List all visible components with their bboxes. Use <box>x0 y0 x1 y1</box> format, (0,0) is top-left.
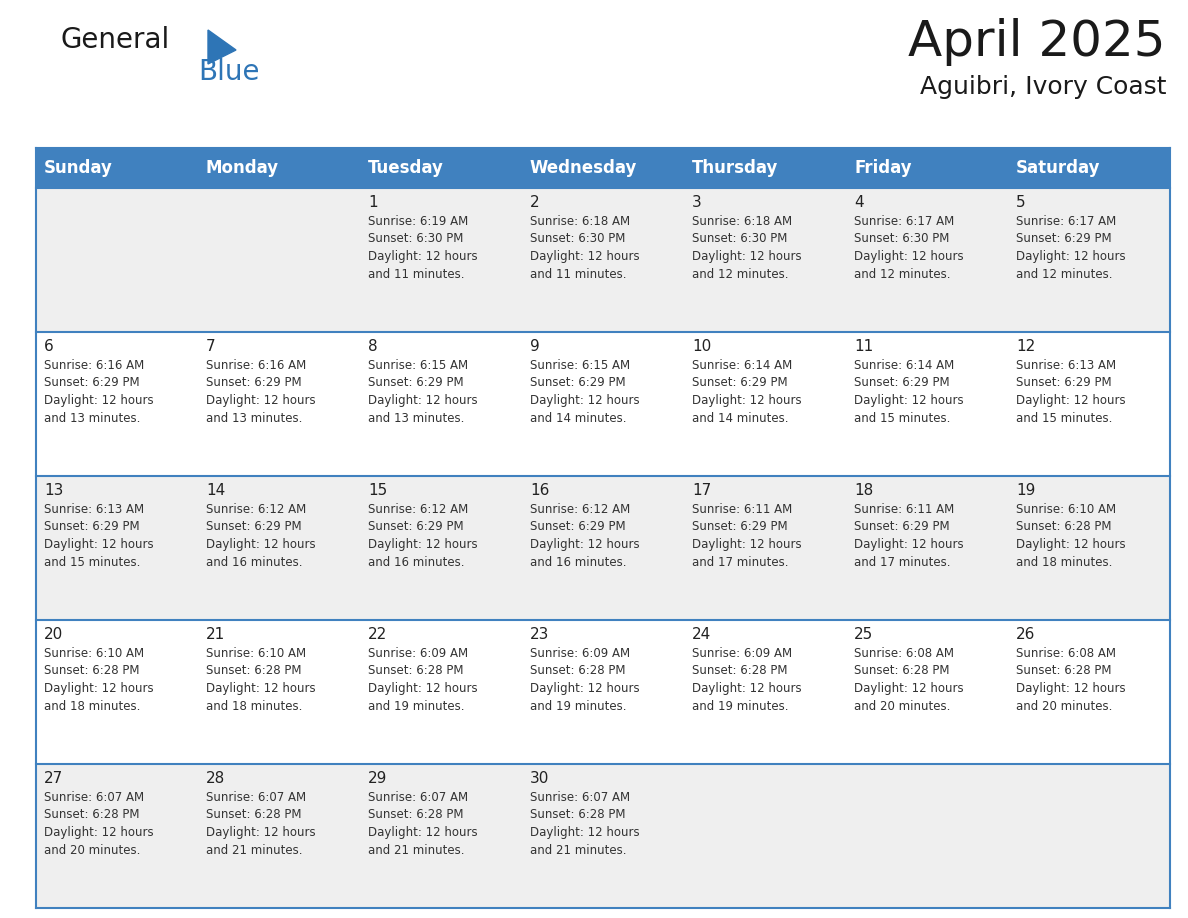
Text: Sunrise: 6:18 AM
Sunset: 6:30 PM
Daylight: 12 hours
and 12 minutes.: Sunrise: 6:18 AM Sunset: 6:30 PM Dayligh… <box>691 215 802 281</box>
Text: Sunrise: 6:09 AM
Sunset: 6:28 PM
Daylight: 12 hours
and 19 minutes.: Sunrise: 6:09 AM Sunset: 6:28 PM Dayligh… <box>530 647 639 712</box>
Bar <box>36 188 1170 332</box>
Text: General: General <box>61 26 169 54</box>
Text: 2: 2 <box>530 195 539 210</box>
Text: Aguibri, Ivory Coast: Aguibri, Ivory Coast <box>920 75 1165 99</box>
Text: Sunrise: 6:11 AM
Sunset: 6:29 PM
Daylight: 12 hours
and 17 minutes.: Sunrise: 6:11 AM Sunset: 6:29 PM Dayligh… <box>691 503 802 568</box>
Text: 4: 4 <box>854 195 864 210</box>
Text: Sunrise: 6:08 AM
Sunset: 6:28 PM
Daylight: 12 hours
and 20 minutes.: Sunrise: 6:08 AM Sunset: 6:28 PM Dayligh… <box>1016 647 1125 712</box>
Text: 5: 5 <box>1016 195 1025 210</box>
Text: Sunrise: 6:10 AM
Sunset: 6:28 PM
Daylight: 12 hours
and 18 minutes.: Sunrise: 6:10 AM Sunset: 6:28 PM Dayligh… <box>206 647 316 712</box>
Text: Sunrise: 6:14 AM
Sunset: 6:29 PM
Daylight: 12 hours
and 15 minutes.: Sunrise: 6:14 AM Sunset: 6:29 PM Dayligh… <box>854 359 963 424</box>
Text: 26: 26 <box>1016 627 1036 642</box>
Text: 14: 14 <box>206 483 226 498</box>
Text: 23: 23 <box>530 627 549 642</box>
Text: 20: 20 <box>44 627 63 642</box>
Text: 28: 28 <box>206 771 226 786</box>
Text: 17: 17 <box>691 483 712 498</box>
Text: Sunrise: 6:07 AM
Sunset: 6:28 PM
Daylight: 12 hours
and 21 minutes.: Sunrise: 6:07 AM Sunset: 6:28 PM Dayligh… <box>530 791 639 856</box>
Text: Monday: Monday <box>206 159 279 177</box>
Text: 7: 7 <box>206 339 216 354</box>
Text: Sunrise: 6:16 AM
Sunset: 6:29 PM
Daylight: 12 hours
and 13 minutes.: Sunrise: 6:16 AM Sunset: 6:29 PM Dayligh… <box>206 359 316 424</box>
Text: Sunrise: 6:12 AM
Sunset: 6:29 PM
Daylight: 12 hours
and 16 minutes.: Sunrise: 6:12 AM Sunset: 6:29 PM Dayligh… <box>368 503 478 568</box>
Text: Sunrise: 6:17 AM
Sunset: 6:29 PM
Daylight: 12 hours
and 12 minutes.: Sunrise: 6:17 AM Sunset: 6:29 PM Dayligh… <box>1016 215 1125 281</box>
Text: Tuesday: Tuesday <box>368 159 444 177</box>
Text: 24: 24 <box>691 627 712 642</box>
Bar <box>36 764 1170 908</box>
Text: Sunrise: 6:10 AM
Sunset: 6:28 PM
Daylight: 12 hours
and 18 minutes.: Sunrise: 6:10 AM Sunset: 6:28 PM Dayligh… <box>44 647 153 712</box>
Text: Thursday: Thursday <box>691 159 778 177</box>
Text: Blue: Blue <box>198 58 259 86</box>
Text: 27: 27 <box>44 771 63 786</box>
Text: 3: 3 <box>691 195 702 210</box>
Text: 30: 30 <box>530 771 549 786</box>
Text: Sunrise: 6:07 AM
Sunset: 6:28 PM
Daylight: 12 hours
and 21 minutes.: Sunrise: 6:07 AM Sunset: 6:28 PM Dayligh… <box>206 791 316 856</box>
Text: Saturday: Saturday <box>1016 159 1100 177</box>
Text: 16: 16 <box>530 483 549 498</box>
Text: Sunrise: 6:08 AM
Sunset: 6:28 PM
Daylight: 12 hours
and 20 minutes.: Sunrise: 6:08 AM Sunset: 6:28 PM Dayligh… <box>854 647 963 712</box>
Text: Wednesday: Wednesday <box>530 159 638 177</box>
Text: April 2025: April 2025 <box>909 18 1165 66</box>
Text: 10: 10 <box>691 339 712 354</box>
Text: Sunrise: 6:14 AM
Sunset: 6:29 PM
Daylight: 12 hours
and 14 minutes.: Sunrise: 6:14 AM Sunset: 6:29 PM Dayligh… <box>691 359 802 424</box>
Text: Sunrise: 6:12 AM
Sunset: 6:29 PM
Daylight: 12 hours
and 16 minutes.: Sunrise: 6:12 AM Sunset: 6:29 PM Dayligh… <box>206 503 316 568</box>
Text: Friday: Friday <box>854 159 911 177</box>
Bar <box>36 476 1170 620</box>
Text: 19: 19 <box>1016 483 1036 498</box>
Text: 11: 11 <box>854 339 873 354</box>
Text: Sunrise: 6:13 AM
Sunset: 6:29 PM
Daylight: 12 hours
and 15 minutes.: Sunrise: 6:13 AM Sunset: 6:29 PM Dayligh… <box>44 503 153 568</box>
Text: 13: 13 <box>44 483 63 498</box>
Text: Sunrise: 6:13 AM
Sunset: 6:29 PM
Daylight: 12 hours
and 15 minutes.: Sunrise: 6:13 AM Sunset: 6:29 PM Dayligh… <box>1016 359 1125 424</box>
Text: Sunrise: 6:19 AM
Sunset: 6:30 PM
Daylight: 12 hours
and 11 minutes.: Sunrise: 6:19 AM Sunset: 6:30 PM Dayligh… <box>368 215 478 281</box>
Text: Sunrise: 6:15 AM
Sunset: 6:29 PM
Daylight: 12 hours
and 14 minutes.: Sunrise: 6:15 AM Sunset: 6:29 PM Dayligh… <box>530 359 639 424</box>
Bar <box>36 148 1170 188</box>
Text: Sunrise: 6:11 AM
Sunset: 6:29 PM
Daylight: 12 hours
and 17 minutes.: Sunrise: 6:11 AM Sunset: 6:29 PM Dayligh… <box>854 503 963 568</box>
Text: 22: 22 <box>368 627 387 642</box>
Text: Sunrise: 6:07 AM
Sunset: 6:28 PM
Daylight: 12 hours
and 21 minutes.: Sunrise: 6:07 AM Sunset: 6:28 PM Dayligh… <box>368 791 478 856</box>
Text: 6: 6 <box>44 339 53 354</box>
Text: 15: 15 <box>368 483 387 498</box>
Text: Sunrise: 6:12 AM
Sunset: 6:29 PM
Daylight: 12 hours
and 16 minutes.: Sunrise: 6:12 AM Sunset: 6:29 PM Dayligh… <box>530 503 639 568</box>
Text: 18: 18 <box>854 483 873 498</box>
Text: 21: 21 <box>206 627 226 642</box>
Text: Sunrise: 6:10 AM
Sunset: 6:28 PM
Daylight: 12 hours
and 18 minutes.: Sunrise: 6:10 AM Sunset: 6:28 PM Dayligh… <box>1016 503 1125 568</box>
Polygon shape <box>208 30 236 64</box>
Bar <box>36 332 1170 476</box>
Text: Sunrise: 6:16 AM
Sunset: 6:29 PM
Daylight: 12 hours
and 13 minutes.: Sunrise: 6:16 AM Sunset: 6:29 PM Dayligh… <box>44 359 153 424</box>
Text: Sunrise: 6:18 AM
Sunset: 6:30 PM
Daylight: 12 hours
and 11 minutes.: Sunrise: 6:18 AM Sunset: 6:30 PM Dayligh… <box>530 215 639 281</box>
Text: Sunrise: 6:07 AM
Sunset: 6:28 PM
Daylight: 12 hours
and 20 minutes.: Sunrise: 6:07 AM Sunset: 6:28 PM Dayligh… <box>44 791 153 856</box>
Text: 29: 29 <box>368 771 387 786</box>
Text: Sunrise: 6:15 AM
Sunset: 6:29 PM
Daylight: 12 hours
and 13 minutes.: Sunrise: 6:15 AM Sunset: 6:29 PM Dayligh… <box>368 359 478 424</box>
Text: Sunrise: 6:09 AM
Sunset: 6:28 PM
Daylight: 12 hours
and 19 minutes.: Sunrise: 6:09 AM Sunset: 6:28 PM Dayligh… <box>368 647 478 712</box>
Text: 9: 9 <box>530 339 539 354</box>
Text: 1: 1 <box>368 195 378 210</box>
Text: Sunday: Sunday <box>44 159 113 177</box>
Text: 12: 12 <box>1016 339 1035 354</box>
Bar <box>36 620 1170 764</box>
Text: Sunrise: 6:17 AM
Sunset: 6:30 PM
Daylight: 12 hours
and 12 minutes.: Sunrise: 6:17 AM Sunset: 6:30 PM Dayligh… <box>854 215 963 281</box>
Text: Sunrise: 6:09 AM
Sunset: 6:28 PM
Daylight: 12 hours
and 19 minutes.: Sunrise: 6:09 AM Sunset: 6:28 PM Dayligh… <box>691 647 802 712</box>
Text: 25: 25 <box>854 627 873 642</box>
Text: 8: 8 <box>368 339 378 354</box>
